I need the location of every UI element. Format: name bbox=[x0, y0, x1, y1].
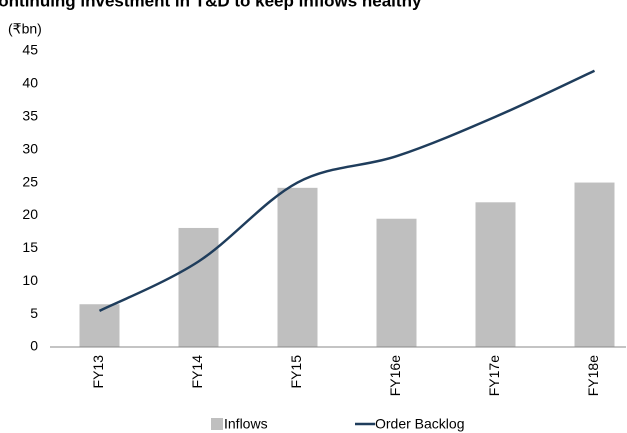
x-tick-label: FY13 bbox=[90, 355, 106, 389]
y-tick-label: 20 bbox=[22, 206, 38, 222]
chart-title: Continuing investment in T&D to keep inf… bbox=[0, 0, 422, 10]
bar bbox=[376, 218, 417, 347]
bar bbox=[475, 202, 516, 347]
bar bbox=[574, 182, 615, 347]
y-tick-label: 40 bbox=[22, 75, 38, 91]
y-tick-label: 45 bbox=[22, 42, 38, 58]
bar bbox=[178, 227, 219, 347]
y-tick-label: 35 bbox=[22, 107, 38, 123]
y-tick-label: 30 bbox=[22, 140, 38, 156]
x-tick-label: FY18e bbox=[585, 355, 601, 396]
line bbox=[98, 69, 596, 312]
y-tick-label: 25 bbox=[22, 173, 38, 189]
bar bbox=[79, 304, 120, 347]
x-tick-label: FY16e bbox=[387, 355, 403, 396]
x-tick-label: FY17e bbox=[486, 355, 502, 396]
x-tick-label: FY14 bbox=[189, 355, 205, 389]
bar bbox=[277, 187, 318, 347]
y-tick-label: 15 bbox=[22, 239, 38, 255]
y-axis-label: (₹bn) bbox=[8, 21, 42, 37]
y-tick-label: 5 bbox=[30, 305, 38, 321]
y-tick-label: 10 bbox=[22, 272, 38, 288]
x-tick-label: FY15 bbox=[288, 355, 304, 389]
y-tick-label: 0 bbox=[30, 338, 38, 354]
legend-swatch bbox=[211, 418, 223, 430]
legend-label: Order Backlog bbox=[375, 416, 464, 432]
legend-label: Inflows bbox=[224, 416, 268, 432]
